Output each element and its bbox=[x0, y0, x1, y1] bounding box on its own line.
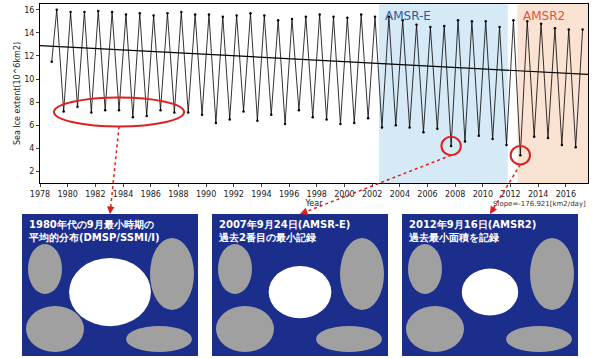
svg-text:1984: 1984 bbox=[113, 190, 133, 199]
svg-text:2008: 2008 bbox=[445, 190, 465, 199]
svg-text:1992: 1992 bbox=[224, 190, 244, 199]
svg-text:4: 4 bbox=[29, 144, 34, 153]
svg-text:2000: 2000 bbox=[334, 190, 354, 199]
svg-text:Year: Year bbox=[305, 199, 324, 208]
svg-text:6: 6 bbox=[29, 121, 34, 130]
svg-text:AMSR-E: AMSR-E bbox=[385, 9, 431, 23]
svg-text:2012年9月16日(AMSR2)過去最小面積を記録: 2012年9月16日(AMSR2)過去最小面積を記録 bbox=[408, 219, 536, 243]
svg-text:1990: 1990 bbox=[196, 190, 216, 199]
svg-text:1988: 1988 bbox=[168, 190, 188, 199]
svg-text:1996: 1996 bbox=[279, 190, 299, 199]
svg-text:2: 2 bbox=[29, 167, 34, 176]
svg-text:2006: 2006 bbox=[417, 190, 437, 199]
svg-text:Sea Ice extent(10^6km2): Sea Ice extent(10^6km2) bbox=[13, 42, 22, 145]
svg-text:AMSR2: AMSR2 bbox=[523, 9, 565, 23]
svg-text:Slope=-176.921[km2/day]: Slope=-176.921[km2/day] bbox=[493, 200, 586, 208]
svg-text:1982: 1982 bbox=[85, 190, 105, 199]
svg-text:1986: 1986 bbox=[141, 190, 161, 199]
svg-text:2016: 2016 bbox=[556, 190, 576, 199]
svg-text:1978: 1978 bbox=[30, 190, 50, 199]
svg-text:2004: 2004 bbox=[390, 190, 410, 199]
svg-text:1998: 1998 bbox=[307, 190, 327, 199]
svg-text:2014: 2014 bbox=[528, 190, 548, 199]
svg-text:14: 14 bbox=[24, 29, 34, 38]
svg-text:1980年代の9月最小時期の平均的分布(DMSP/SSMI/: 1980年代の9月最小時期の平均的分布(DMSP/SSMI/I) bbox=[28, 219, 160, 243]
svg-text:2007年9月24日(AMSR-E)過去2番目の最小記録: 2007年9月24日(AMSR-E)過去2番目の最小記録 bbox=[218, 219, 350, 243]
svg-text:1980: 1980 bbox=[58, 190, 78, 199]
svg-text:2010: 2010 bbox=[473, 190, 493, 199]
svg-text:2012: 2012 bbox=[500, 190, 520, 199]
svg-text:2002: 2002 bbox=[362, 190, 382, 199]
svg-text:10: 10 bbox=[24, 75, 34, 84]
svg-text:1994: 1994 bbox=[251, 190, 271, 199]
svg-text:8: 8 bbox=[29, 98, 34, 107]
svg-text:16: 16 bbox=[24, 6, 34, 15]
svg-text:12: 12 bbox=[24, 52, 34, 61]
